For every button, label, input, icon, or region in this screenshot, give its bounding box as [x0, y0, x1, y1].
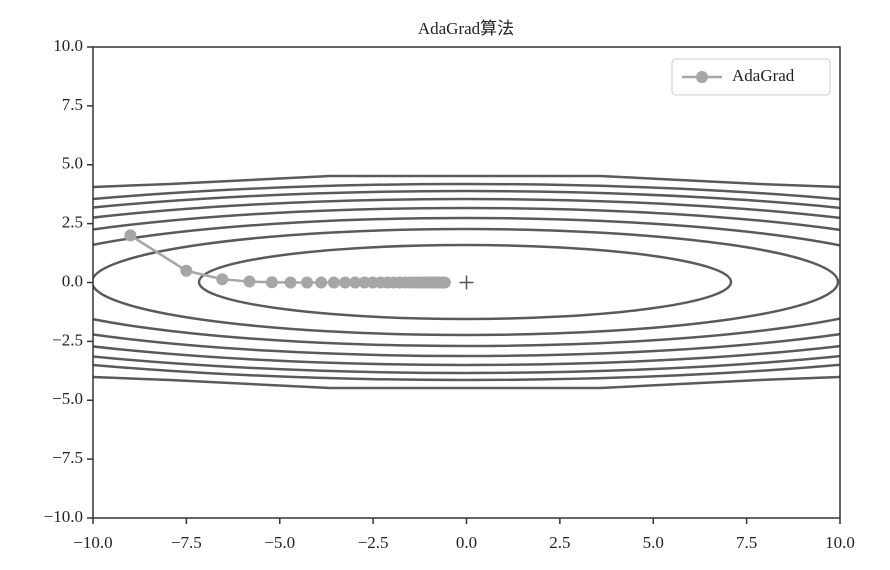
legend-marker: [696, 71, 708, 83]
contour-line: [93, 375, 840, 390]
point: [124, 229, 137, 242]
contour-line: [93, 216, 840, 348]
y-tick-label: 7.5: [62, 95, 83, 114]
x-tick-label: −2.5: [358, 533, 389, 552]
contour-line: [197, 243, 733, 321]
series-line: [129, 234, 445, 284]
x-tick-label: −7.5: [171, 533, 202, 552]
contour-line: [93, 189, 840, 375]
point: [243, 275, 256, 288]
point: [315, 276, 328, 289]
point: [358, 276, 371, 289]
contour-line: [93, 227, 840, 337]
x-tick-label: −5.0: [264, 533, 295, 552]
legend-box: [671, 58, 831, 96]
point: [216, 273, 229, 286]
minimum-marker: [459, 275, 474, 290]
x-tick-label: −10.0: [73, 533, 112, 552]
y-tick-label: −10.0: [44, 507, 83, 526]
contours: [93, 174, 840, 390]
x-tick-label: 2.5: [549, 533, 570, 552]
point: [284, 276, 297, 289]
y-tick-label: 10.0: [53, 36, 83, 55]
contour-line: [93, 206, 840, 358]
chart-title: AdaGrad算法: [418, 19, 514, 38]
contour-line: [93, 174, 840, 189]
point: [265, 276, 278, 289]
y-tick-label: 5.0: [62, 154, 83, 173]
y-tick-label: −7.5: [52, 448, 83, 467]
contour-line: [93, 182, 840, 382]
legend-label: AdaGrad: [732, 66, 795, 85]
y-tick-label: −5.0: [52, 389, 83, 408]
point: [438, 276, 451, 289]
point: [301, 276, 314, 289]
point: [339, 276, 352, 289]
x-tick-label: 7.5: [736, 533, 757, 552]
point: [180, 264, 193, 277]
contour-line: [93, 197, 840, 367]
point: [349, 276, 362, 289]
point: [327, 276, 340, 289]
y-tick-label: −2.5: [52, 330, 83, 349]
x-tick-label: 0.0: [456, 533, 477, 552]
y-tick-label: 2.5: [62, 213, 83, 232]
x-tick-label: 5.0: [643, 533, 664, 552]
y-tick-label: 0.0: [62, 271, 83, 290]
x-tick-label: 10.0: [825, 533, 855, 552]
